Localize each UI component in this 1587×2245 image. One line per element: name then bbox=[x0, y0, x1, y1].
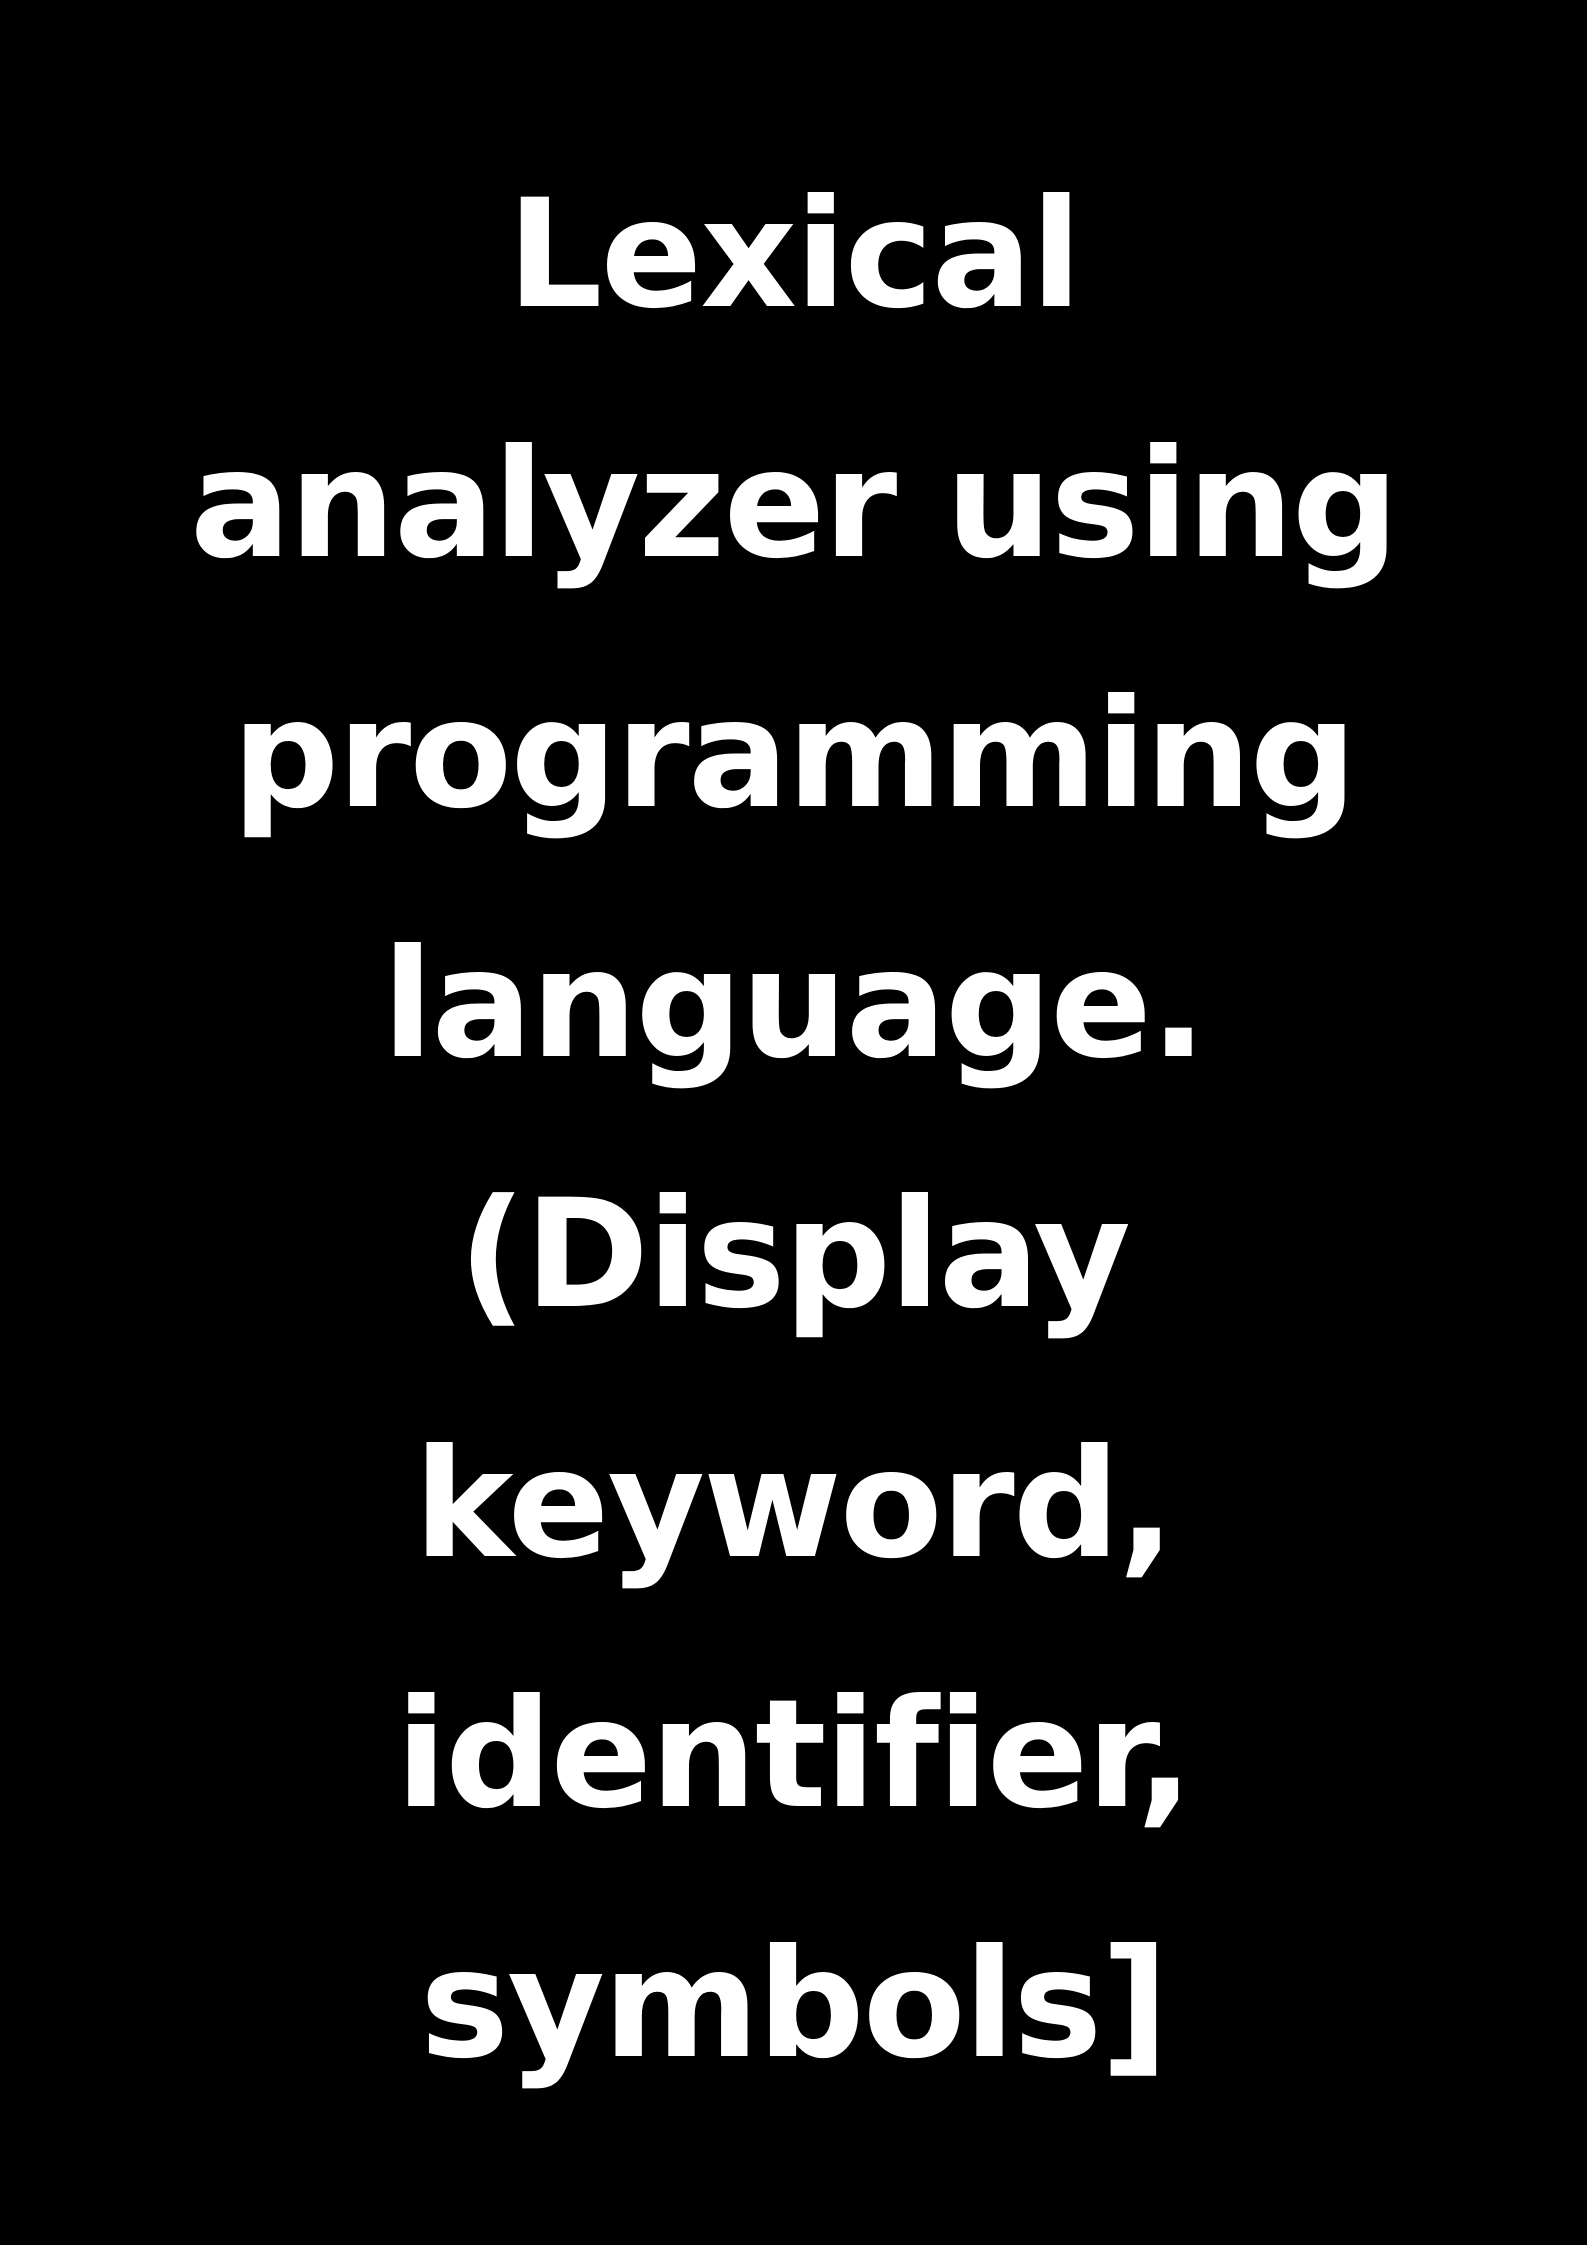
title-line: symbols] bbox=[419, 1918, 1169, 2092]
title-line: Lexical bbox=[506, 168, 1082, 342]
title-line: analyzer using bbox=[189, 418, 1399, 592]
title-text: Lexical analyzer using programming langu… bbox=[0, 130, 1587, 2130]
title-line: identifier, bbox=[395, 1668, 1194, 1842]
title-line: programming bbox=[231, 668, 1357, 842]
title-line: language. bbox=[382, 918, 1207, 1092]
title-line: keyword, bbox=[413, 1418, 1175, 1592]
title-line: (Display bbox=[458, 1168, 1131, 1342]
